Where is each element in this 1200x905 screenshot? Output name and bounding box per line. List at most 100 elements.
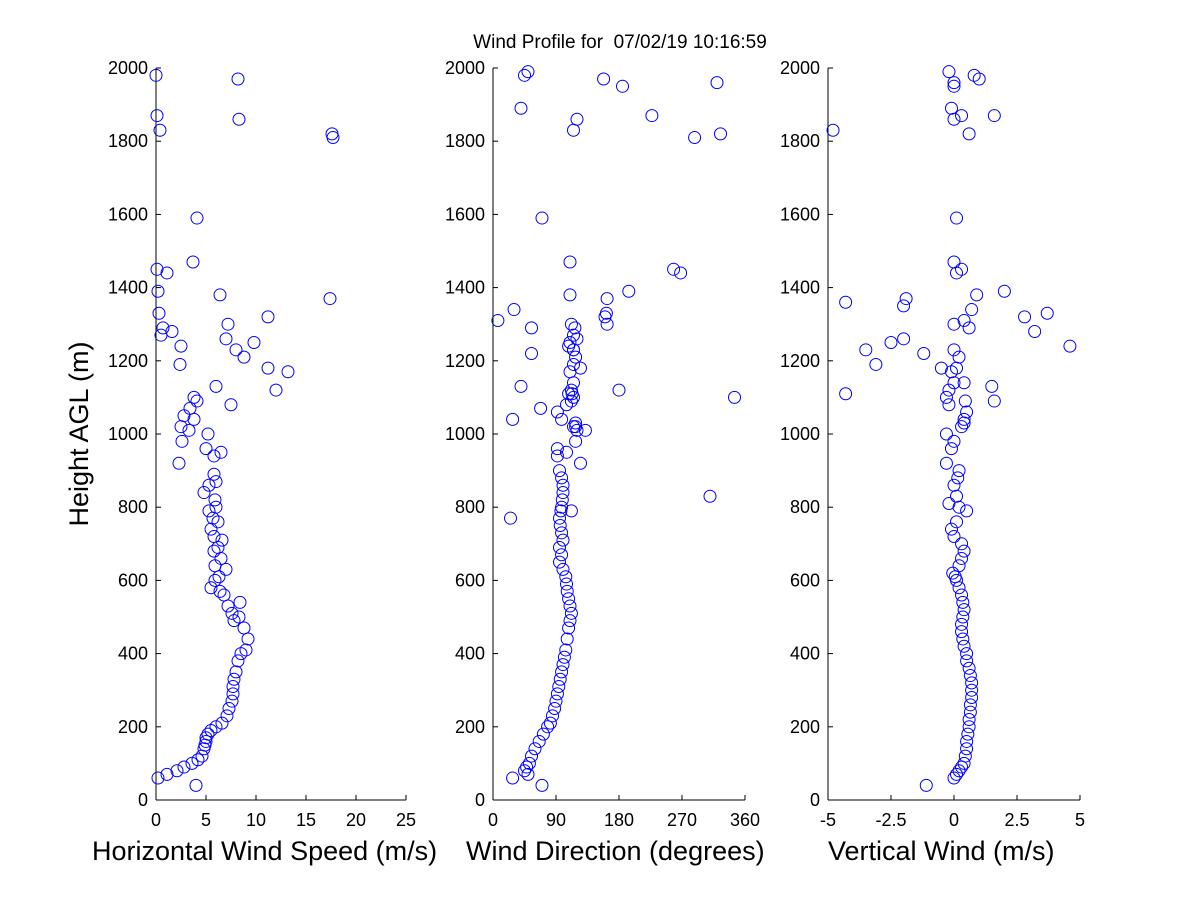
data-point xyxy=(191,753,205,767)
data-point xyxy=(514,379,528,393)
data-point xyxy=(550,442,564,456)
y-tick-label: 1000 xyxy=(780,424,820,444)
data-point xyxy=(190,211,204,225)
data-point xyxy=(565,387,579,401)
data-point xyxy=(151,284,165,298)
data-point xyxy=(957,639,971,653)
data-point xyxy=(156,321,170,335)
data-point xyxy=(174,339,188,353)
data-point xyxy=(213,288,227,302)
data-point xyxy=(562,621,576,635)
x-tick-label: 0 xyxy=(151,810,161,830)
data-point xyxy=(546,709,559,723)
data-point xyxy=(957,376,971,390)
y-tick-label: 2000 xyxy=(445,58,485,78)
y-tick-label: 800 xyxy=(790,497,820,517)
data-point xyxy=(952,764,966,778)
data-point xyxy=(944,442,958,456)
data-point xyxy=(899,292,913,306)
data-point xyxy=(567,328,580,342)
data-point xyxy=(209,379,223,393)
data-point xyxy=(239,643,253,657)
x-tick-label: -2.5 xyxy=(875,810,906,830)
data-point xyxy=(963,669,977,683)
data-point xyxy=(955,551,969,565)
data-point xyxy=(946,566,960,580)
data-point xyxy=(261,361,275,375)
data-point xyxy=(543,716,557,730)
y-tick-label: 1600 xyxy=(780,204,820,224)
data-point xyxy=(674,266,688,280)
data-point xyxy=(209,500,223,514)
data-point xyxy=(553,672,567,686)
data-point xyxy=(567,357,580,371)
data-point xyxy=(553,540,566,554)
data-point xyxy=(703,489,717,503)
data-point xyxy=(569,416,583,430)
data-point xyxy=(281,365,295,379)
y-tick-label: 1400 xyxy=(108,278,148,298)
data-point xyxy=(207,529,221,543)
data-point xyxy=(958,749,972,763)
data-point xyxy=(506,771,520,785)
y-tick-label: 1600 xyxy=(445,204,485,224)
data-point xyxy=(491,314,505,328)
data-point xyxy=(521,767,535,781)
x-tick-label: 0 xyxy=(488,810,498,830)
data-point xyxy=(541,720,555,734)
data-point xyxy=(955,262,969,276)
x-tick-label: 10 xyxy=(246,810,266,830)
data-point xyxy=(522,756,536,770)
data-point xyxy=(987,394,1001,408)
data-point xyxy=(955,625,969,639)
x-tick-label: 90 xyxy=(546,810,566,830)
data-point xyxy=(961,727,975,741)
data-point xyxy=(957,314,971,328)
data-point xyxy=(570,423,584,437)
y-tick-label: 800 xyxy=(118,497,148,517)
data-point xyxy=(153,123,167,137)
y-tick-label: 0 xyxy=(138,790,148,810)
data-point xyxy=(224,398,238,412)
data-point xyxy=(667,262,681,276)
data-point xyxy=(227,672,241,686)
data-point xyxy=(514,101,528,115)
data-point xyxy=(942,65,956,79)
data-point xyxy=(960,654,974,668)
y-tick-label: 2000 xyxy=(780,58,820,78)
data-point xyxy=(947,529,961,543)
data-point xyxy=(525,321,538,335)
data-point xyxy=(578,423,592,437)
data-point xyxy=(563,288,577,302)
data-point xyxy=(947,317,961,331)
data-point xyxy=(950,573,964,587)
data-point xyxy=(564,606,578,620)
data-point xyxy=(859,343,873,357)
data-point xyxy=(560,445,573,459)
data-point xyxy=(535,778,549,792)
data-point xyxy=(555,471,569,485)
data-point xyxy=(241,632,255,646)
data-point xyxy=(955,109,969,123)
data-point xyxy=(518,764,531,778)
chart-panel-1: 0 200 400 600 800 1000 1200 1400 1600 1800 2000 0 5 1… xyxy=(64,58,437,866)
data-point xyxy=(947,771,961,785)
data-point xyxy=(939,427,953,441)
data-point xyxy=(555,526,569,540)
data-point xyxy=(957,544,971,558)
data-point xyxy=(555,548,569,562)
data-point xyxy=(549,694,563,708)
data-point xyxy=(563,614,577,628)
data-point xyxy=(1040,306,1054,320)
data-point xyxy=(214,551,228,565)
data-point xyxy=(563,255,577,269)
data-point xyxy=(211,540,225,554)
data-point xyxy=(965,683,979,697)
data-point xyxy=(199,731,213,745)
data-point xyxy=(960,734,974,748)
data-point xyxy=(212,570,226,584)
y-tick-label: 1200 xyxy=(780,351,820,371)
data-point xyxy=(869,357,883,371)
data-point xyxy=(562,592,576,606)
x-tick-label: 0 xyxy=(949,810,959,830)
